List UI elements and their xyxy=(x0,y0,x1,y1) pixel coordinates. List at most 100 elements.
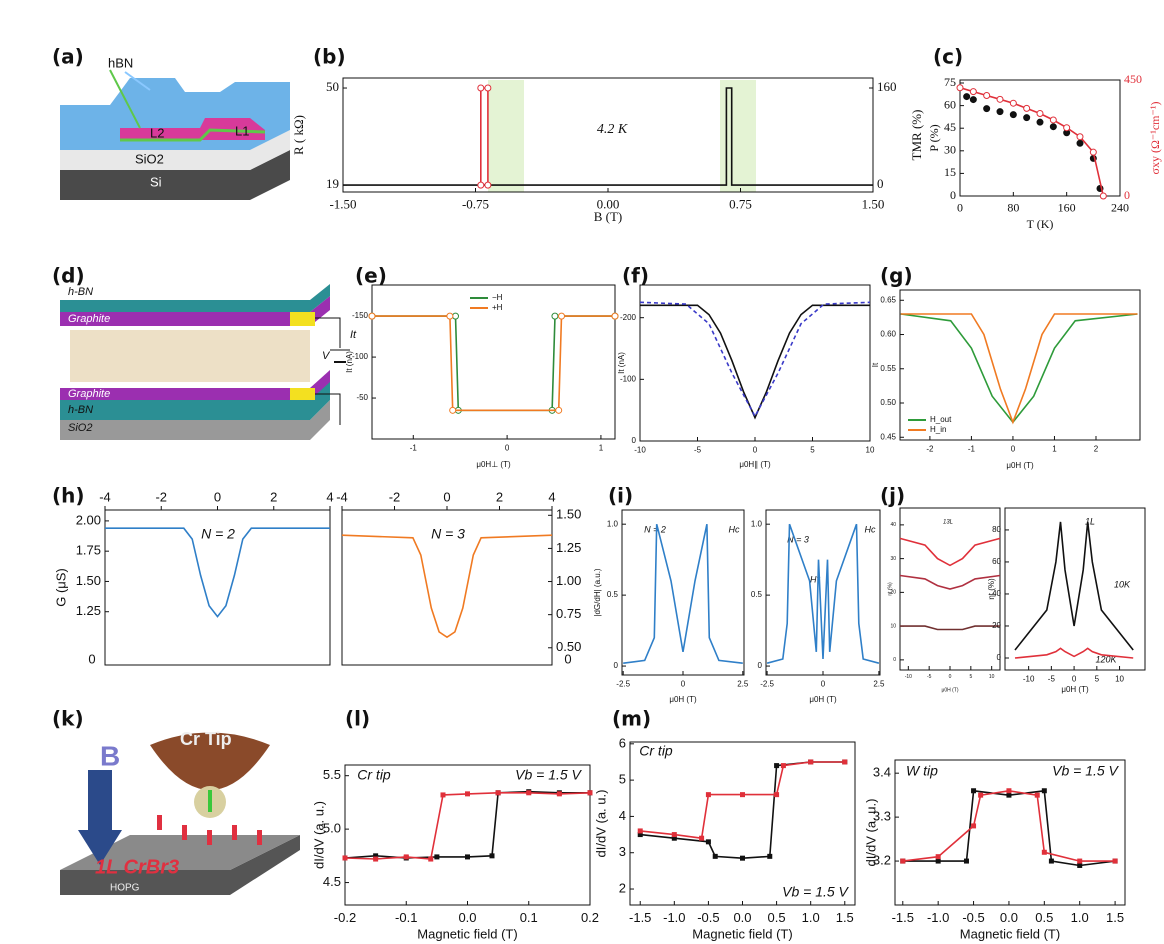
panel-label: (b) xyxy=(313,45,346,69)
chart: (i) -2.5 0 2.5 0 0.5 1.0 μ0H (T) |dG/dH| (a.u.) N… xyxy=(593,484,749,705)
series-line xyxy=(899,574,1001,590)
x-tick-label: 0.5 xyxy=(1035,910,1053,925)
flake xyxy=(120,118,265,140)
diagram-a: (a) hBN L2 L1 SiO2 Si xyxy=(52,45,290,200)
hbn-layer xyxy=(60,284,330,312)
series-line xyxy=(105,527,330,618)
annotation: Vb = 1.5 V xyxy=(1052,763,1119,779)
chart: (l) -0.2 -0.1 0.0 0.1 0.2 4.5 5.0 5.5 Magnetic fi… xyxy=(311,707,599,942)
x-tick-label: 0 xyxy=(821,679,826,688)
chart: -2.5 0 2.5 0 0.5 1.0 μ0H (T) N = 3 Hc H* xyxy=(751,509,885,704)
y2-tick-label: 1.50 xyxy=(556,507,581,522)
x-tick-label: 1.50 xyxy=(862,197,885,212)
plot-frame xyxy=(959,79,1121,197)
y-axis-label: G (μS) xyxy=(53,568,68,607)
series-line xyxy=(900,625,1000,631)
x-tick-label: -2 xyxy=(926,444,934,453)
label: Cr Tip xyxy=(180,729,232,749)
y-tick-label: 15 xyxy=(944,165,956,179)
x-tick-label: 160 xyxy=(1058,201,1076,215)
y-tick-label: 5.0 xyxy=(323,821,341,836)
data-point xyxy=(971,823,977,829)
y-tick-label: 0.50 xyxy=(880,398,896,407)
x-tick-label: 4 xyxy=(548,489,555,504)
series-line xyxy=(344,790,590,859)
data-point xyxy=(971,788,977,794)
x-tick-label: 2 xyxy=(1094,444,1099,453)
x-tick-label: -5 xyxy=(927,674,932,680)
chart: (j) -10 -5 0 5 10 0 10 20 30 40 μ0H (T) ηt (%) 13L xyxy=(880,484,1001,693)
plot-frame xyxy=(371,284,616,440)
annotation: N = 3 xyxy=(431,526,465,542)
data-point xyxy=(705,839,711,845)
legend-label: H_in xyxy=(930,425,946,434)
arrow xyxy=(124,71,151,91)
data-point xyxy=(996,108,1004,116)
x-tick-label: 240 xyxy=(1111,201,1129,215)
data-point xyxy=(1009,99,1017,107)
y2-tick-label: 160 xyxy=(877,79,897,94)
label: V xyxy=(322,350,331,362)
x-tick-label: 80 xyxy=(1007,201,1019,215)
x-axis-label: μ0H (T) xyxy=(809,695,837,704)
y-tick-label: -100 xyxy=(620,374,637,383)
x-tick-label: -2.5 xyxy=(616,679,630,688)
field-arrow xyxy=(78,830,122,865)
x-tick-label: -0.5 xyxy=(962,910,984,925)
graphite-line xyxy=(120,128,266,142)
y-tick-label: 40 xyxy=(890,522,896,528)
y-tick-label: 4.5 xyxy=(323,874,341,889)
x-tick-label: 1.5 xyxy=(836,910,854,925)
y2-axis-label: TMR (%) xyxy=(909,110,924,161)
data-point xyxy=(1006,788,1012,794)
x-axis-label: Magnetic field (T) xyxy=(960,926,1060,941)
data-point xyxy=(428,856,434,862)
highlight xyxy=(488,80,524,192)
y-tick-label: 0.60 xyxy=(880,330,896,339)
y-tick-label: 0.5 xyxy=(751,590,763,599)
y-tick-label: 0.45 xyxy=(880,432,896,441)
axis-break-label: 0 xyxy=(564,651,571,666)
data-point xyxy=(368,312,376,320)
annotation: N = 3 xyxy=(787,534,809,544)
y-tick-label: 0 xyxy=(758,661,763,670)
y-tick-label: 4 xyxy=(619,808,626,823)
x-tick-label: 4 xyxy=(326,489,333,504)
x-tick-label: 2 xyxy=(496,489,503,504)
y-tick-label: 3.2 xyxy=(873,852,891,867)
series-line xyxy=(640,761,845,860)
x-tick-label: 1.0 xyxy=(1071,910,1089,925)
y-tick-label: 3 xyxy=(619,844,626,859)
panel-label: (h) xyxy=(52,484,85,508)
data-point xyxy=(555,406,563,414)
series-line xyxy=(372,315,615,412)
data-point xyxy=(484,84,492,92)
x-tick-label: 0 xyxy=(681,679,686,688)
data-point xyxy=(1036,118,1044,126)
y-axis-label: dI/dV (a. u.) xyxy=(863,799,878,867)
panel-label: (l) xyxy=(345,707,370,731)
x-tick-label: -1.0 xyxy=(927,910,949,925)
label: HOPG xyxy=(110,883,140,894)
label: SiO2 xyxy=(135,151,164,166)
crystal xyxy=(70,330,310,382)
y-tick-label: 1.50 xyxy=(76,573,101,588)
x-tick-label: -0.5 xyxy=(697,910,719,925)
panel-label: (g) xyxy=(880,264,913,288)
y-tick-label: 20 xyxy=(890,590,896,596)
y-tick-label: 0.5 xyxy=(607,590,619,599)
series-line xyxy=(902,789,1116,867)
y-tick-label: -150 xyxy=(352,311,369,320)
x-tick-label: 0.0 xyxy=(458,910,476,925)
data-point xyxy=(1076,133,1084,141)
data-point xyxy=(449,406,457,414)
arrow xyxy=(109,69,141,129)
x-axis-label: μ0H (T) xyxy=(1061,685,1089,694)
x-axis-label: T (K) xyxy=(1027,217,1054,231)
y2-tick-label: 0.50 xyxy=(556,639,581,654)
x-tick-label: 0 xyxy=(753,445,758,454)
chart: (f) -10 -5 0 5 10 0 -100 -200 μ0H∥ (T) It (nA) xyxy=(617,264,875,470)
x-tick-label: -4 xyxy=(99,489,111,504)
y-axis-label: P (%) xyxy=(927,124,941,151)
